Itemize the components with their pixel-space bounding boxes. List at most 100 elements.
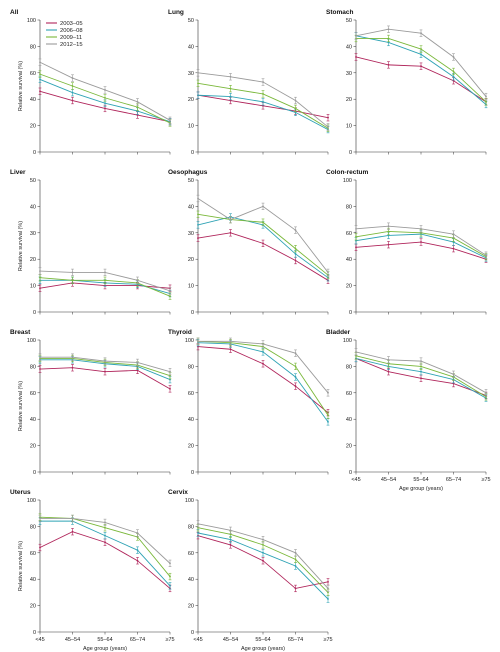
data-point — [262, 343, 264, 345]
data-point — [294, 376, 297, 378]
y-tick-label: 40 — [30, 97, 36, 103]
data-point — [104, 96, 106, 99]
data-point — [104, 521, 106, 524]
data-point — [452, 247, 455, 250]
y-tick-label: 80 — [30, 364, 36, 370]
panel-cervix: Cervix 0 20 40 60 80 100 <45 45–54 55–64 65–74 ≥75 A… — [168, 489, 333, 652]
data-point — [420, 365, 422, 368]
panel-title: Liver — [10, 169, 26, 176]
panel-lung: Lung 0 10 20 30 40 50 — [168, 9, 330, 156]
y-tick-label: 0 — [191, 150, 194, 156]
x-tick-label: 45–54 — [65, 637, 80, 643]
data-point — [485, 100, 487, 103]
y-tick-label: 40 — [30, 417, 36, 423]
y-tick-label: 20 — [30, 124, 36, 130]
y-tick-label: 20 — [188, 97, 194, 103]
data-point — [327, 126, 329, 128]
y-tick-label: 40 — [346, 417, 352, 423]
data-point — [71, 91, 74, 94]
panel-title: Uterus — [10, 489, 31, 496]
data-point — [39, 270, 41, 272]
y-tick-label: 10 — [188, 284, 194, 290]
y-tick-label: 30 — [30, 231, 36, 237]
y-tick-label: 40 — [346, 257, 352, 263]
data-point — [327, 420, 329, 423]
y-tick-label: 0 — [33, 470, 36, 476]
data-point — [452, 70, 455, 73]
legend-label: 2012–15 — [60, 42, 83, 48]
data-point — [387, 370, 390, 373]
data-point — [229, 95, 232, 98]
data-point — [229, 87, 232, 90]
y-tick-label: 40 — [188, 417, 194, 423]
data-point — [420, 241, 422, 243]
panel-colon-rectum: Colon-rectum 0 20 40 60 80 100 — [326, 169, 488, 316]
y-tick-label: 20 — [346, 97, 352, 103]
legend-label: 2006–08 — [60, 28, 83, 34]
data-point — [229, 218, 232, 221]
y-tick-label: 80 — [30, 44, 36, 50]
data-point — [387, 28, 390, 31]
data-point — [420, 65, 422, 68]
data-point — [355, 235, 357, 238]
y-tick-label: 10 — [30, 284, 36, 290]
data-point — [262, 221, 264, 224]
y-tick-label: 0 — [33, 150, 36, 156]
x-tick-label: ≥75 — [481, 477, 490, 483]
y-tick-label: 100 — [27, 18, 36, 24]
data-point — [327, 598, 329, 600]
panel-liver: Liver 0 10 20 30 40 50 Relative survival (%) — [10, 169, 172, 316]
y-tick-label: 80 — [346, 364, 352, 370]
y-tick-label: 40 — [30, 204, 36, 210]
data-point — [197, 197, 199, 200]
data-point — [136, 549, 139, 552]
y-tick-label: 10 — [346, 124, 352, 130]
data-point — [262, 100, 264, 103]
data-point — [197, 532, 199, 534]
x-tick-label: 65–74 — [130, 637, 145, 643]
data-point — [136, 279, 139, 282]
data-point — [104, 541, 106, 544]
data-point — [452, 373, 455, 376]
data-point — [229, 75, 232, 78]
y-tick-label: 20 — [188, 444, 194, 450]
y-tick-label: 100 — [185, 498, 194, 504]
data-point — [262, 242, 264, 245]
y-tick-label: 100 — [185, 338, 194, 344]
data-point — [452, 56, 455, 58]
y-tick-label: 0 — [191, 630, 194, 636]
x-axis-label: Age group (years) — [241, 646, 285, 652]
y-tick-label: 20 — [188, 604, 194, 610]
y-tick-label: 40 — [188, 44, 194, 50]
data-point — [71, 271, 74, 274]
data-point — [294, 99, 297, 102]
x-tick-label: 55–64 — [97, 637, 112, 643]
data-point — [136, 100, 139, 103]
x-tick-label: <45 — [351, 477, 360, 483]
legend-label: 2003–05 — [60, 21, 83, 27]
x-tick-label: 55–64 — [413, 477, 428, 483]
data-point — [420, 377, 422, 380]
data-point — [71, 99, 74, 102]
data-point — [355, 56, 357, 58]
data-point — [262, 559, 264, 562]
data-point — [39, 61, 41, 64]
panel-title: Breast — [10, 329, 31, 336]
data-point — [294, 385, 297, 388]
y-tick-label: 40 — [30, 577, 36, 583]
y-axis-label: Relative survival (%) — [18, 381, 24, 431]
y-tick-label: 80 — [188, 524, 194, 530]
data-point — [197, 213, 199, 216]
data-point — [169, 584, 171, 587]
data-point — [136, 532, 139, 534]
data-point — [39, 276, 41, 279]
data-point — [387, 225, 390, 228]
data-point — [387, 37, 390, 40]
data-point — [229, 538, 232, 541]
data-point — [420, 227, 422, 230]
data-point — [262, 551, 264, 554]
y-tick-label: 60 — [188, 391, 194, 397]
data-point — [104, 107, 106, 110]
y-tick-label: 80 — [346, 204, 352, 210]
y-tick-label: 60 — [346, 231, 352, 237]
